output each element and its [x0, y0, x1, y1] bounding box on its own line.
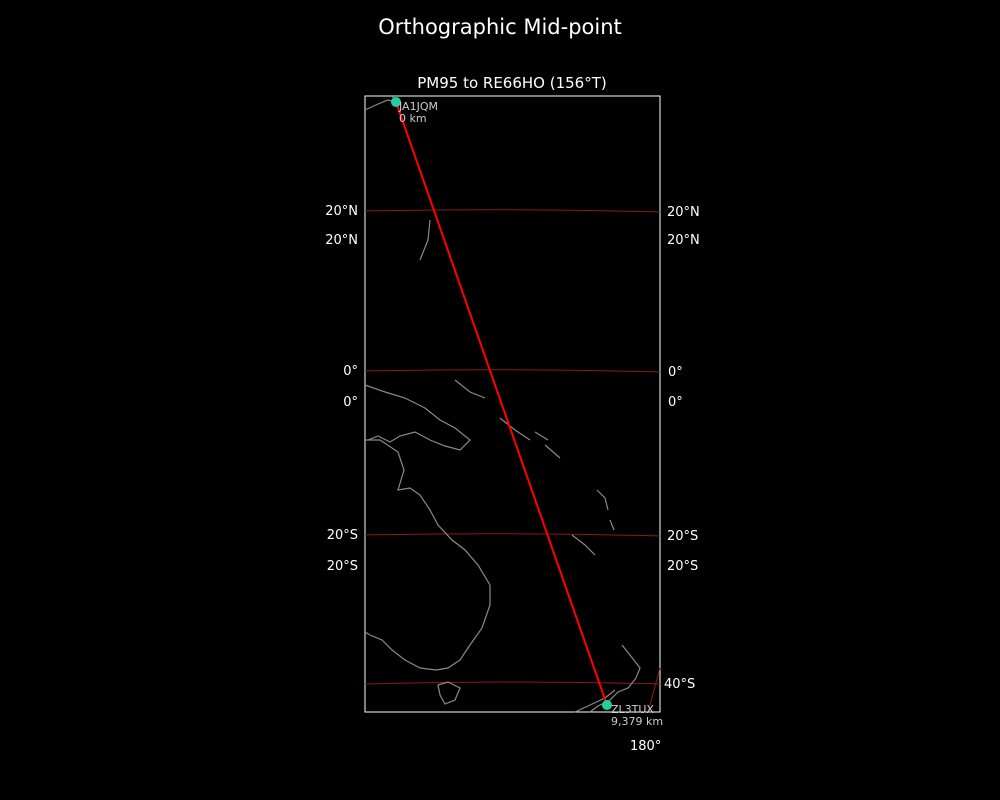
- coast-new-zealand: [589, 644, 641, 713]
- gridline-equator: [364, 369, 661, 373]
- gridline-180: [647, 667, 661, 713]
- coast-islands-2: [419, 219, 615, 531]
- coast-australia: [364, 439, 491, 671]
- label-right-20n-a: 20°N: [667, 205, 700, 220]
- coast-new-guinea: [364, 384, 471, 451]
- label-right-20n-b: 20°N: [667, 233, 700, 248]
- label-bottom-180: 180°: [630, 739, 661, 754]
- gridline-40s: [364, 681, 661, 685]
- gridline-20s: [364, 533, 661, 537]
- station-start-distance: 0 km: [399, 112, 427, 125]
- label-right-40s: 40°S: [664, 677, 695, 692]
- station-marker-start[interactable]: [391, 97, 401, 107]
- coast-islands: [499, 417, 596, 556]
- station-end-call: ZL3TUX: [611, 703, 654, 716]
- label-left-20n-a: 20°N: [325, 204, 358, 219]
- label-right-20s-a: 20°S: [667, 529, 698, 544]
- label-right-0-b: 0°: [668, 395, 683, 410]
- label-left-20s-a: 20°S: [327, 528, 358, 543]
- gridline-20n: [364, 209, 661, 213]
- station-start-call: JA1JQM: [398, 100, 438, 113]
- coast-nz-south: [574, 689, 616, 713]
- coast-tasmania: [437, 681, 461, 705]
- axes-title: PM95 to RE66HO (156°T): [417, 74, 607, 92]
- label-left-20n-b: 20°N: [325, 233, 358, 248]
- map-area: JA1JQM 0 km ZL3TUX 9,379 km: [364, 95, 663, 728]
- station-marker-end[interactable]: [602, 700, 612, 710]
- coastlines: [364, 95, 641, 713]
- label-left-20s-b: 20°S: [327, 559, 358, 574]
- label-left-0-b: 0°: [343, 395, 358, 410]
- figure-title: Orthographic Mid-point: [378, 15, 622, 39]
- station-end-distance: 9,379 km: [611, 715, 663, 728]
- label-right-0-a: 0°: [668, 365, 683, 380]
- map-frame: [364, 95, 661, 713]
- label-left-0-a: 0°: [343, 364, 358, 379]
- label-right-20s-b: 20°S: [667, 559, 698, 574]
- great-circle-path: [395, 101, 608, 706]
- right-labels: 20°N 20°N 0° 0° 20°S 20°S 40°S: [664, 205, 700, 692]
- left-labels: 20°N 20°N 0° 0° 20°S 20°S: [325, 204, 358, 574]
